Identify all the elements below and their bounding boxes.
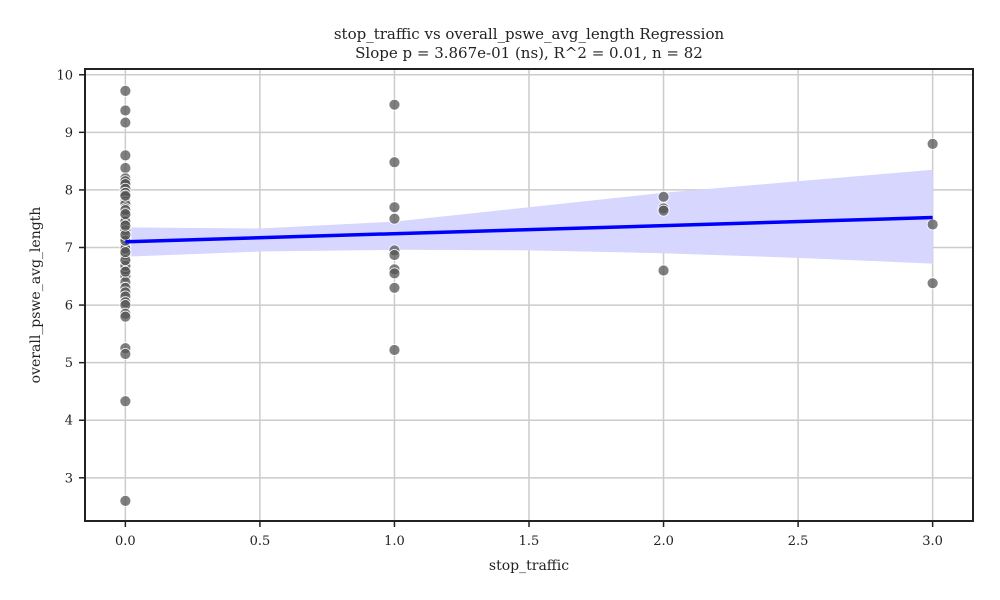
data-point [657,264,670,277]
grid-lines [85,69,973,521]
chart-title-block: stop_traffic vs overall_pswe_avg_length … [0,25,1000,63]
data-point [119,149,132,162]
x-tick-label: 2.5 [788,534,809,549]
y-axis-label: overall_pswe_avg_length [28,207,44,384]
y-tick-label: 6 [65,299,73,314]
y-tick-label: 8 [65,183,73,198]
data-point [119,310,132,323]
y-tick-label: 9 [65,126,73,141]
data-point [388,212,401,225]
x-axis-label: stop_traffic [489,558,569,574]
x-tick-label: 1.5 [519,534,540,549]
x-tick-label: 2.0 [653,534,674,549]
data-point [119,116,132,129]
regression-line-layer [125,215,933,244]
data-point [926,277,939,290]
data-point [388,344,401,356]
y-tick-label: 7 [65,241,73,256]
regression-line [125,215,933,244]
data-point [119,84,132,97]
confidence-band [125,169,933,264]
data-point [926,218,939,231]
data-point [388,156,401,169]
data-point [119,162,132,174]
data-point [119,219,132,232]
x-tick-label: 3.0 [922,534,943,549]
confidence-band-layer [125,169,933,264]
x-tick-label: 1.0 [384,534,405,549]
chart-subtitle: Slope p = 3.867e-01 (ns), R^2 = 0.01, n … [355,44,703,62]
y-tick-label: 5 [65,356,73,371]
data-point [119,395,132,408]
data-point [119,104,132,117]
data-point [926,137,939,150]
scatter-points [119,84,939,507]
data-point [388,249,401,261]
x-tick-label: 0.0 [115,534,136,549]
data-point [119,246,132,259]
y-tick-label: 3 [65,471,73,486]
data-point [388,98,401,111]
data-point [388,267,401,280]
x-tick-label: 0.5 [250,534,271,549]
data-point [119,265,132,278]
data-point [119,494,132,507]
y-tick-label: 4 [65,414,73,429]
data-point [119,348,132,360]
data-point [388,281,401,294]
data-point [119,189,132,202]
axis-ticks: 0.0 0.5 1.0 1.5 2.0 2.5 3.0 3 4 5 6 7 8 9 10 [56,68,943,549]
y-tick-label: 10 [56,68,73,83]
data-point [388,201,401,214]
chart-title: stop_traffic vs overall_pswe_avg_length … [333,25,725,43]
data-point [657,204,670,217]
data-point [119,208,132,221]
data-point [657,190,670,203]
